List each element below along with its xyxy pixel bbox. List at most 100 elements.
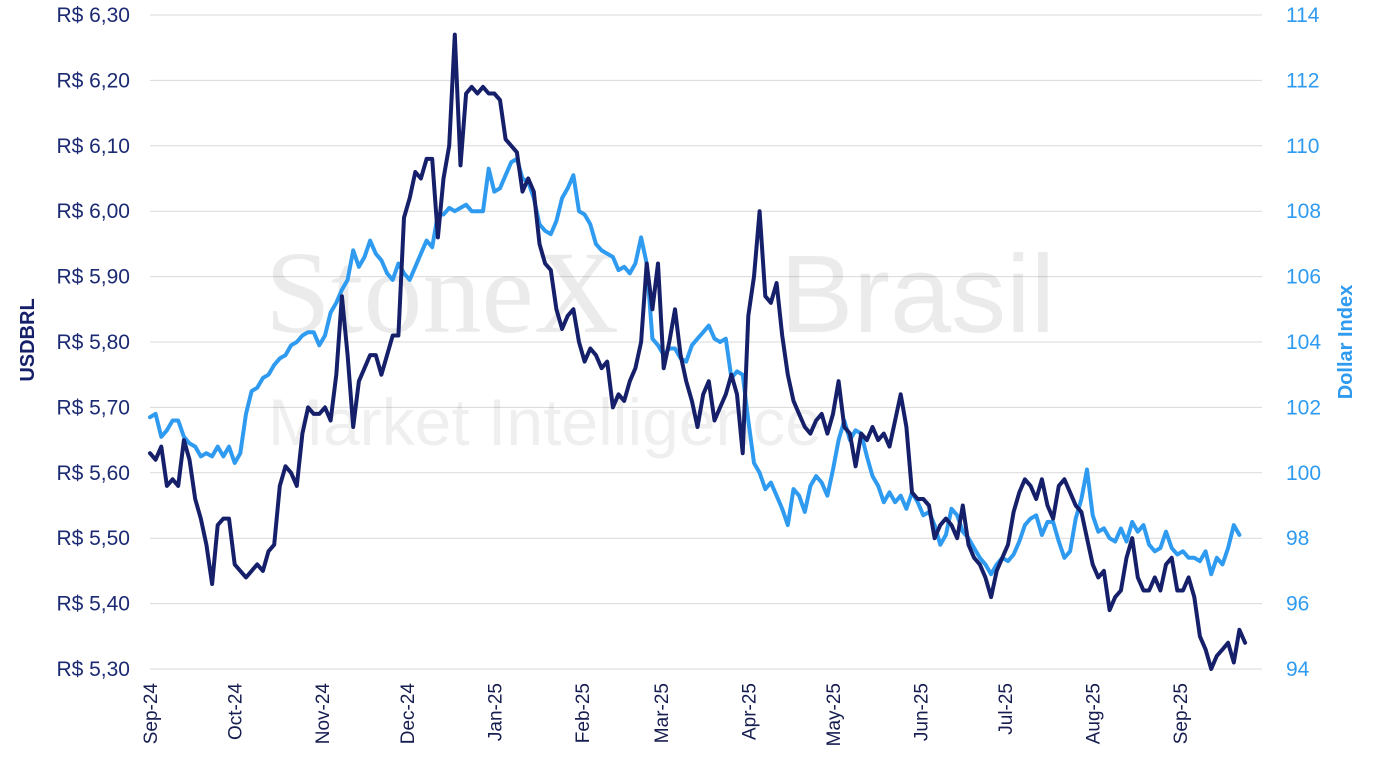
data-point — [815, 419, 817, 422]
data-point — [939, 524, 942, 526]
right-tick-label: 94 — [1286, 658, 1310, 681]
data-point — [183, 439, 185, 441]
data-point — [792, 400, 795, 402]
data-point — [256, 563, 259, 566]
data-point — [645, 262, 648, 265]
data-point — [544, 230, 546, 232]
data-point — [623, 400, 625, 402]
data-point — [397, 334, 400, 337]
data-point — [504, 138, 507, 141]
left-tick-label: R$ 6,10 — [56, 135, 130, 158]
series-layer — [148, 32, 1248, 671]
data-point — [662, 367, 665, 370]
data-point — [273, 543, 276, 546]
data-point — [216, 445, 219, 448]
data-point — [211, 455, 213, 458]
data-point — [787, 524, 789, 526]
data-point — [849, 432, 851, 435]
data-point — [504, 174, 507, 176]
left-tick-label: R$ 5,30 — [56, 658, 130, 681]
data-point — [775, 494, 778, 497]
data-point — [239, 570, 242, 572]
data-point — [307, 406, 309, 409]
data-point — [1187, 557, 1190, 559]
data-point — [691, 400, 693, 402]
data-point — [1159, 547, 1162, 549]
data-point — [329, 419, 332, 422]
data-point — [245, 576, 247, 579]
data-point — [1199, 560, 1201, 562]
data-point — [194, 445, 196, 448]
data-point — [640, 341, 642, 343]
data-point — [391, 334, 394, 337]
data-point — [578, 210, 580, 212]
data-point — [301, 334, 304, 337]
data-point — [1074, 517, 1077, 520]
data-point — [758, 210, 761, 212]
data-point — [1035, 514, 1037, 517]
x-tick-label: Sep-24 — [141, 683, 162, 745]
data-point — [820, 413, 823, 415]
data-point — [606, 360, 608, 363]
data-point — [617, 393, 620, 396]
data-point — [1080, 511, 1083, 513]
data-point — [166, 429, 168, 432]
data-point — [431, 158, 434, 160]
data-point — [154, 458, 157, 461]
data-point — [1170, 557, 1173, 559]
data-point — [324, 334, 326, 337]
data-point — [1086, 537, 1088, 539]
data-point — [279, 485, 281, 487]
data-point — [1108, 537, 1111, 539]
data-point — [1148, 543, 1150, 546]
data-point — [1007, 543, 1009, 546]
left-tick-label: R$ 5,50 — [56, 527, 130, 550]
data-point — [1063, 478, 1066, 481]
data-point — [1238, 534, 1241, 536]
data-point — [533, 190, 535, 193]
data-point — [600, 367, 603, 370]
data-point — [290, 344, 292, 347]
data-point — [352, 249, 355, 252]
data-point — [233, 563, 236, 566]
data-point — [945, 517, 947, 520]
left-tick-label: R$ 6,00 — [56, 200, 130, 223]
data-point — [578, 341, 580, 343]
data-point — [273, 364, 276, 366]
data-point — [414, 171, 417, 173]
data-point — [1097, 530, 1100, 533]
data-point — [341, 288, 343, 291]
data-point — [606, 252, 608, 255]
data-point — [962, 504, 964, 507]
data-point — [296, 485, 298, 487]
data-point — [1052, 517, 1054, 520]
data-point — [1007, 560, 1009, 562]
data-point — [691, 344, 693, 347]
data-point — [1216, 557, 1218, 559]
data-point — [499, 99, 501, 101]
data-point — [725, 337, 727, 340]
data-point — [284, 354, 287, 356]
data-point — [566, 315, 569, 317]
data-point — [815, 475, 817, 477]
x-tick-label: Dec-24 — [398, 683, 419, 745]
data-point — [437, 236, 439, 239]
data-point — [250, 390, 253, 392]
data-point — [262, 570, 264, 572]
data-point — [995, 570, 998, 572]
data-point — [267, 373, 270, 376]
data-point — [719, 406, 721, 409]
data-point — [730, 373, 733, 376]
data-point — [595, 243, 597, 245]
data-point — [702, 331, 704, 334]
data-point — [1046, 521, 1049, 523]
data-point — [550, 233, 552, 235]
data-point — [956, 537, 958, 539]
data-point — [1046, 504, 1049, 507]
data-point — [1012, 553, 1015, 556]
data-point — [877, 439, 879, 441]
data-point — [781, 334, 783, 337]
data-point — [674, 347, 676, 350]
data-point — [454, 33, 456, 36]
